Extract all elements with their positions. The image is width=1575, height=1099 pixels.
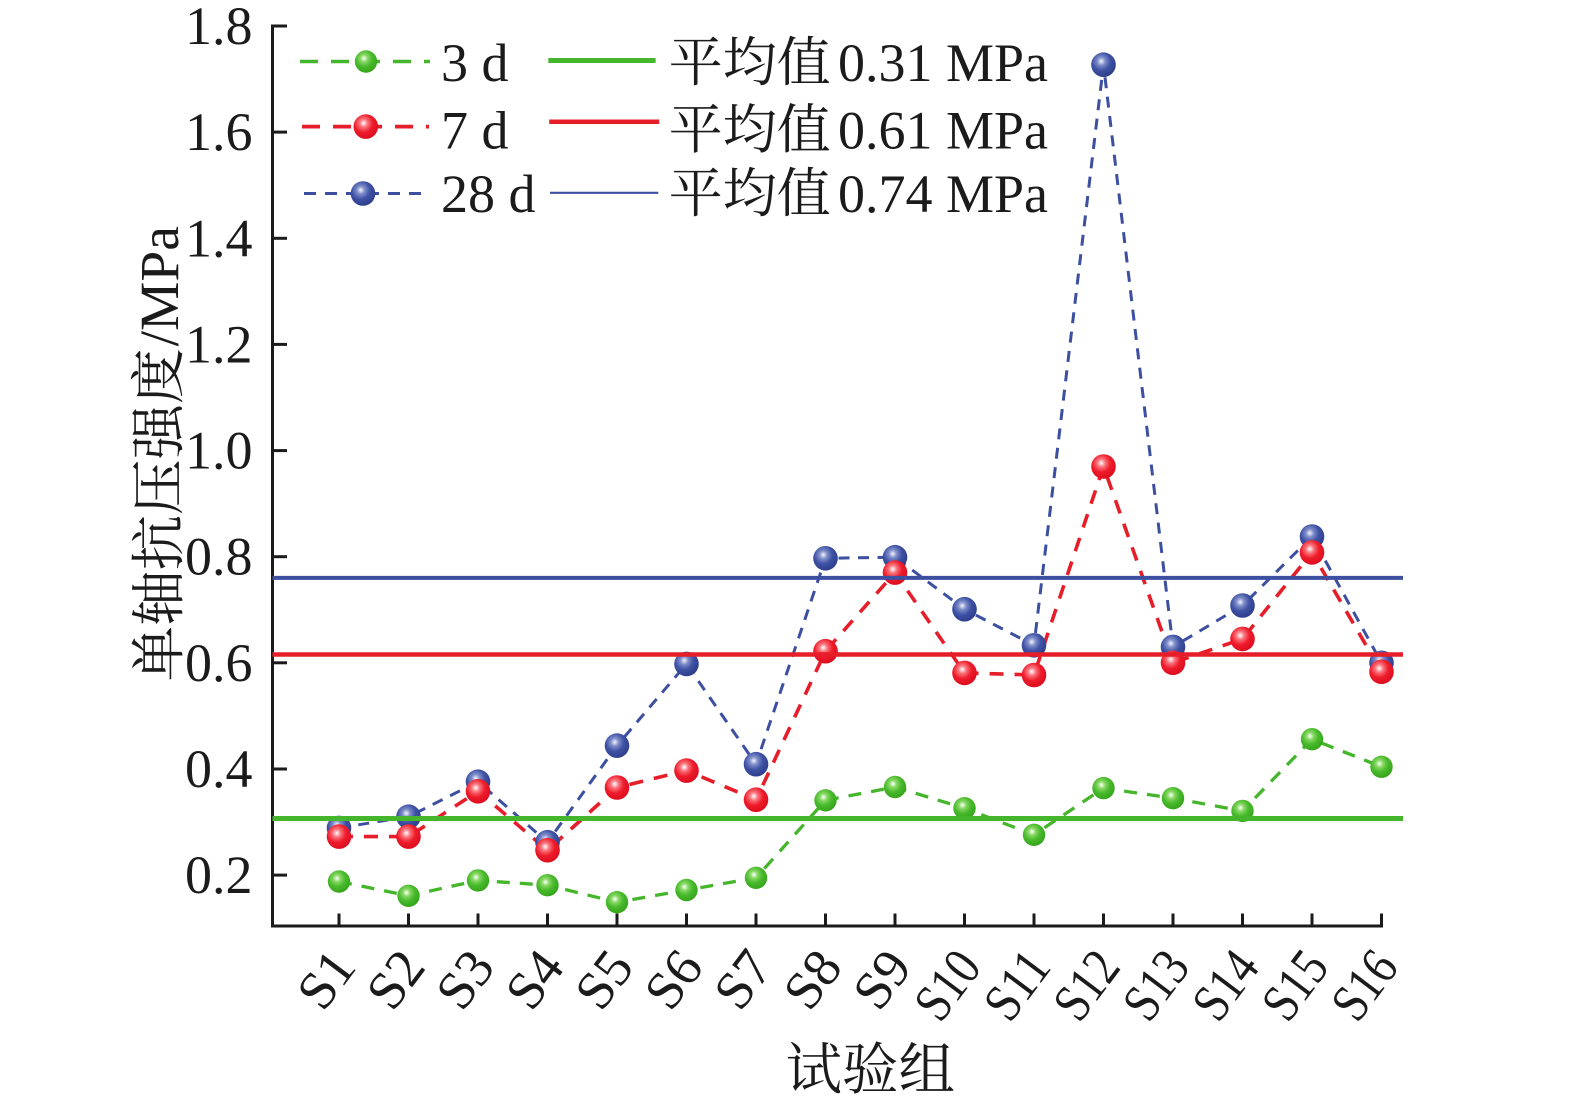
svg-text:3 d: 3 d bbox=[441, 33, 509, 93]
svg-text:0.8: 0.8 bbox=[185, 527, 253, 587]
svg-text:0.4: 0.4 bbox=[185, 739, 253, 799]
svg-text:28 d: 28 d bbox=[441, 164, 536, 224]
svg-text:1.0: 1.0 bbox=[185, 421, 253, 481]
svg-text:0.6: 0.6 bbox=[185, 633, 253, 693]
svg-text:7 d: 7 d bbox=[441, 100, 509, 160]
svg-text:0.31 MPa: 0.31 MPa bbox=[838, 33, 1048, 93]
svg-text:1.2: 1.2 bbox=[185, 314, 253, 374]
svg-text:0.2: 0.2 bbox=[185, 845, 253, 905]
svg-text:0.74 MPa: 0.74 MPa bbox=[838, 164, 1048, 224]
svg-text:1.8: 1.8 bbox=[185, 0, 253, 56]
svg-text:0.61 MPa: 0.61 MPa bbox=[838, 100, 1048, 160]
svg-text:1.4: 1.4 bbox=[185, 208, 253, 268]
svg-text:1.6: 1.6 bbox=[185, 102, 253, 162]
svg-text:/MPa: /MPa bbox=[130, 226, 191, 346]
